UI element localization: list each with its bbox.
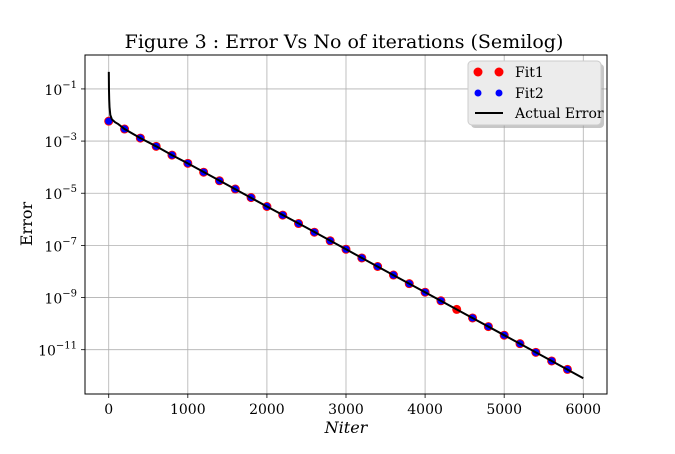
x-tick-label: 3000 [328,402,364,418]
y-tick-label: 10−11 [38,341,77,360]
x-tick-label: 1000 [170,402,206,418]
y-tick-label: 10−9 [44,289,77,308]
legend-label-fit2: Fit2 [515,86,544,102]
actual-error-line [107,71,584,380]
ticks: 0 1000 2000 3000 4000 5000 6000 10−11 10−9 10−7 10… [38,80,601,418]
legend-entry-fit1: Fit1 [473,65,544,81]
fit2-point [105,117,113,125]
legend: Fit1 Fit2 Actual Error [467,60,604,128]
y-tick-label: 10−5 [44,184,77,203]
chart-title: Figure 3 : Error Vs No of iterations (Se… [125,31,564,53]
x-tick-label: 4000 [407,402,443,418]
series-layer [104,71,584,380]
y-axis-label: Error [17,202,36,247]
y-tick-label: 10−1 [44,80,77,99]
legend-label-fit1: Fit1 [515,65,544,81]
legend-label-actual-error: Actual Error [514,106,604,122]
legend-marker-fit1 [494,67,504,77]
x-tick-label: 2000 [249,402,285,418]
x-axis-label: Niter [324,418,369,437]
x-tick-label: 6000 [565,402,601,418]
legend-entry-actual-error: Actual Error [475,106,604,122]
legend-marker-fit1 [473,67,483,77]
x-tick-label: 0 [104,402,113,418]
x-tick-label: 5000 [486,402,522,418]
legend-marker-fit2 [474,89,482,97]
y-tick-label: 10−3 [44,132,77,151]
legend-box [467,60,602,126]
legend-entry-fit2: Fit2 [474,86,544,102]
legend-marker-fit2 [495,89,503,97]
y-tick-label: 10−7 [44,236,77,255]
